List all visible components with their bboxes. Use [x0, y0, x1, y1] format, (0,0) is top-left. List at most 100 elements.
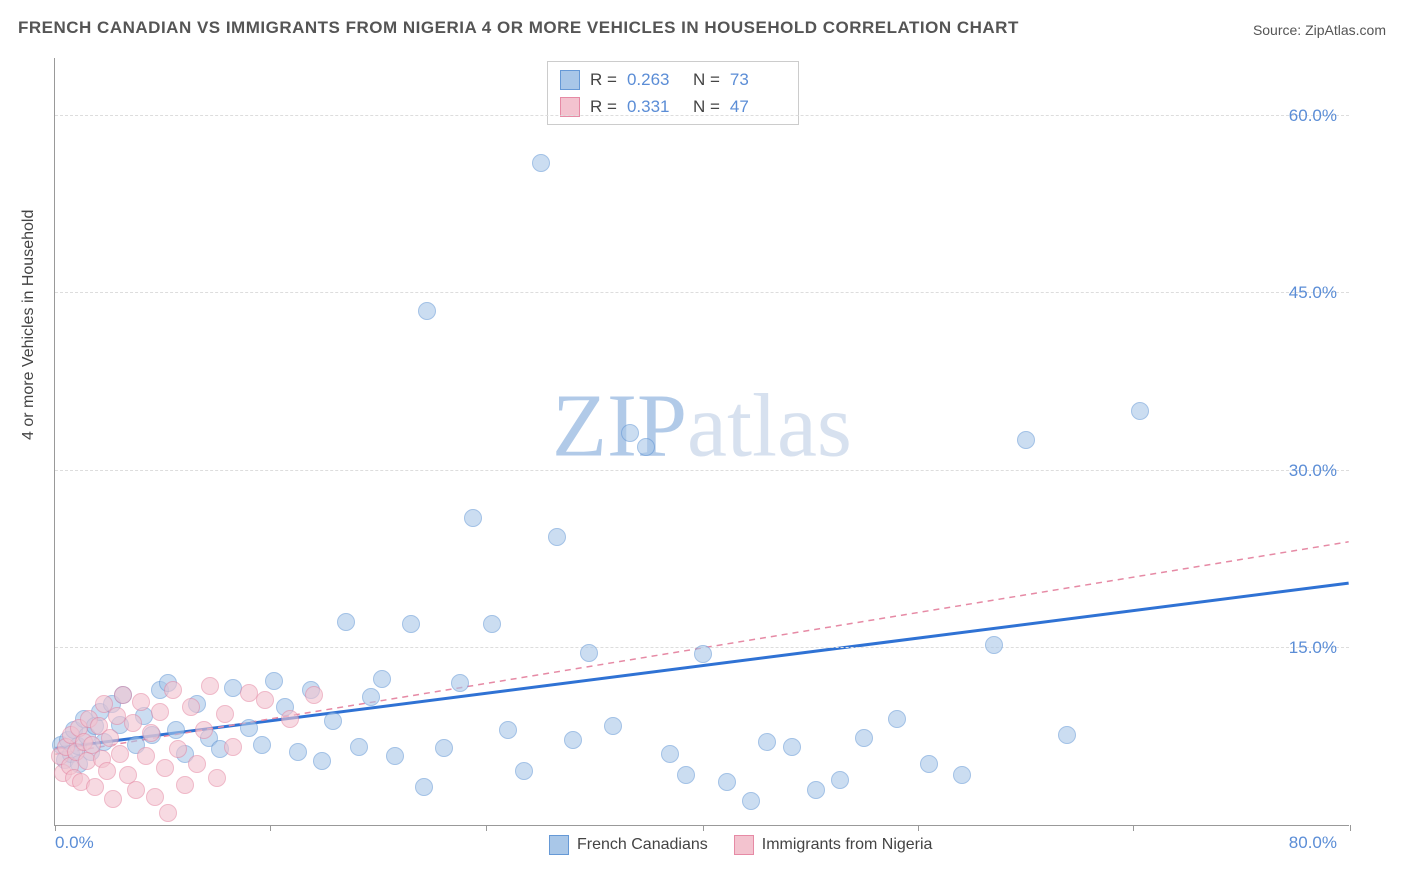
data-point: [831, 771, 849, 789]
data-point: [224, 738, 242, 756]
gridline-h: [55, 292, 1349, 293]
data-point: [324, 712, 342, 730]
chart-area: ZIPatlas R = 0.263 N = 73 R = 0.331 N = …: [54, 58, 1349, 826]
x-tick: [918, 825, 919, 831]
legend-label-0: French Canadians: [577, 836, 708, 854]
stats-n-label-0: N =: [693, 66, 720, 93]
x-tick: [55, 825, 56, 831]
y-axis-title: 4 or more Vehicles in Household: [20, 210, 38, 440]
gridline-h: [55, 115, 1349, 116]
data-point: [677, 766, 695, 784]
data-point: [142, 724, 160, 742]
data-point: [159, 804, 177, 822]
data-point: [637, 438, 655, 456]
data-point: [985, 636, 1003, 654]
legend-item-0: French Canadians: [549, 835, 708, 855]
y-tick-label: 30.0%: [1289, 461, 1337, 481]
data-point: [1058, 726, 1076, 744]
data-point: [855, 729, 873, 747]
stats-n-label-1: N =: [693, 93, 720, 120]
data-point: [86, 778, 104, 796]
legend-swatch-0: [549, 835, 569, 855]
data-point: [451, 674, 469, 692]
chart-title: FRENCH CANADIAN VS IMMIGRANTS FROM NIGER…: [18, 18, 1019, 38]
stats-r-label-1: R =: [590, 93, 617, 120]
data-point: [350, 738, 368, 756]
source-label: Source: ZipAtlas.com: [1253, 22, 1386, 38]
data-point: [281, 710, 299, 728]
data-point: [111, 745, 129, 763]
data-point: [151, 703, 169, 721]
data-point: [337, 613, 355, 631]
data-point: [124, 714, 142, 732]
data-point: [101, 729, 119, 747]
data-point: [1131, 402, 1149, 420]
data-point: [208, 769, 226, 787]
data-point: [156, 759, 174, 777]
data-point: [169, 740, 187, 758]
legend: French Canadians Immigrants from Nigeria: [549, 835, 932, 855]
data-point: [564, 731, 582, 749]
data-point: [548, 528, 566, 546]
legend-swatch-1: [734, 835, 754, 855]
data-point: [580, 644, 598, 662]
data-point: [415, 778, 433, 796]
data-point: [758, 733, 776, 751]
data-point: [195, 721, 213, 739]
data-point: [515, 762, 533, 780]
data-point: [386, 747, 404, 765]
y-tick-label: 15.0%: [1289, 638, 1337, 658]
data-point: [783, 738, 801, 756]
watermark-rest: atlas: [687, 377, 852, 476]
x-tick: [703, 825, 704, 831]
gridline-h: [55, 470, 1349, 471]
data-point: [289, 743, 307, 761]
stats-r-label-0: R =: [590, 66, 617, 93]
data-point: [483, 615, 501, 633]
data-point: [1017, 431, 1035, 449]
data-point: [661, 745, 679, 763]
data-point: [224, 679, 242, 697]
data-point: [532, 154, 550, 172]
stats-swatch-0: [560, 70, 580, 90]
data-point: [182, 698, 200, 716]
data-point: [216, 705, 234, 723]
data-point: [265, 672, 283, 690]
data-point: [253, 736, 271, 754]
data-point: [888, 710, 906, 728]
data-point: [164, 681, 182, 699]
data-point: [373, 670, 391, 688]
data-point: [313, 752, 331, 770]
data-point: [418, 302, 436, 320]
data-point: [362, 688, 380, 706]
stats-n-value-1: 47: [730, 93, 786, 120]
stats-swatch-1: [560, 97, 580, 117]
data-point: [305, 686, 323, 704]
watermark-bold: ZIP: [552, 377, 687, 476]
x-tick: [486, 825, 487, 831]
data-point: [201, 677, 219, 695]
data-point: [920, 755, 938, 773]
x-tick: [1350, 825, 1351, 831]
x-axis-min-label: 0.0%: [55, 833, 94, 853]
y-tick-label: 45.0%: [1289, 283, 1337, 303]
data-point: [718, 773, 736, 791]
legend-label-1: Immigrants from Nigeria: [762, 836, 933, 854]
data-point: [98, 762, 116, 780]
data-point: [807, 781, 825, 799]
data-point: [256, 691, 274, 709]
watermark: ZIPatlas: [552, 375, 852, 478]
x-axis-max-label: 80.0%: [1289, 833, 1337, 853]
x-tick: [270, 825, 271, 831]
data-point: [604, 717, 622, 735]
data-point: [464, 509, 482, 527]
data-point: [621, 424, 639, 442]
data-point: [742, 792, 760, 810]
trend-lines-svg: [55, 58, 1349, 825]
data-point: [104, 790, 122, 808]
y-tick-label: 60.0%: [1289, 106, 1337, 126]
data-point: [137, 747, 155, 765]
data-point: [953, 766, 971, 784]
data-point: [132, 693, 150, 711]
data-point: [176, 776, 194, 794]
